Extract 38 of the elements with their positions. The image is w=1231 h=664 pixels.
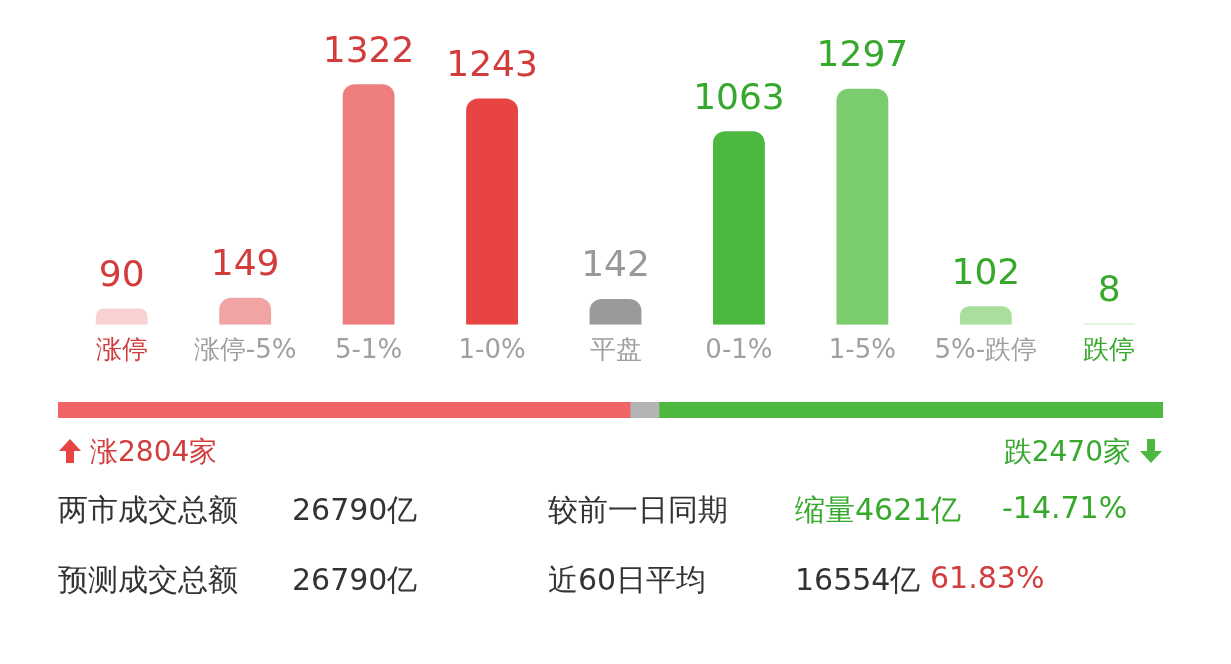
text: 两市成交总额 xyxy=(58,491,238,529)
data-label: 1322 xyxy=(322,28,415,70)
text: 缩量4621亿 xyxy=(795,491,962,529)
text: -14.71% xyxy=(1002,490,1128,525)
bar xyxy=(342,84,395,325)
x-tick-label: 平盘 xyxy=(589,334,642,365)
text: 26790亿 xyxy=(292,561,418,599)
bar xyxy=(836,88,889,325)
text: 跌2470家 xyxy=(1003,434,1132,470)
text: 较前一日同期 xyxy=(548,491,728,529)
text: 预测成交总额 xyxy=(58,561,238,599)
x-tick-label: 涨停-5% xyxy=(193,334,297,365)
x-tick-label: 5-1% xyxy=(335,334,403,365)
x-tick-label: 涨停 xyxy=(95,334,148,365)
bar xyxy=(713,131,765,325)
text: 近60日平均 xyxy=(548,561,707,599)
text: 26790亿 xyxy=(292,491,418,529)
data-label: 1063 xyxy=(693,75,785,117)
x-tick-label: 跌停 xyxy=(1083,334,1136,365)
bar xyxy=(219,297,272,325)
bar xyxy=(959,306,1012,325)
data-label: 8 xyxy=(1097,267,1121,309)
text: 涨2804家 xyxy=(89,434,218,470)
bar xyxy=(466,98,518,325)
bar xyxy=(589,298,642,325)
data-label: 149 xyxy=(210,242,280,284)
x-tick-label: 5%-跌停 xyxy=(934,334,1038,365)
data-label: 142 xyxy=(581,243,650,285)
text: 61.83% xyxy=(930,560,1045,595)
data-label: 1243 xyxy=(446,42,538,84)
text: 16554亿 xyxy=(795,561,921,599)
x-tick-label: 1-0% xyxy=(458,334,526,365)
x-tick-label: 0-1% xyxy=(705,334,773,365)
x-tick-label: 1-5% xyxy=(828,334,896,365)
data-label: 102 xyxy=(951,250,1021,292)
bar xyxy=(95,308,148,325)
data-label: 90 xyxy=(98,252,145,294)
data-label: 1297 xyxy=(816,33,909,75)
